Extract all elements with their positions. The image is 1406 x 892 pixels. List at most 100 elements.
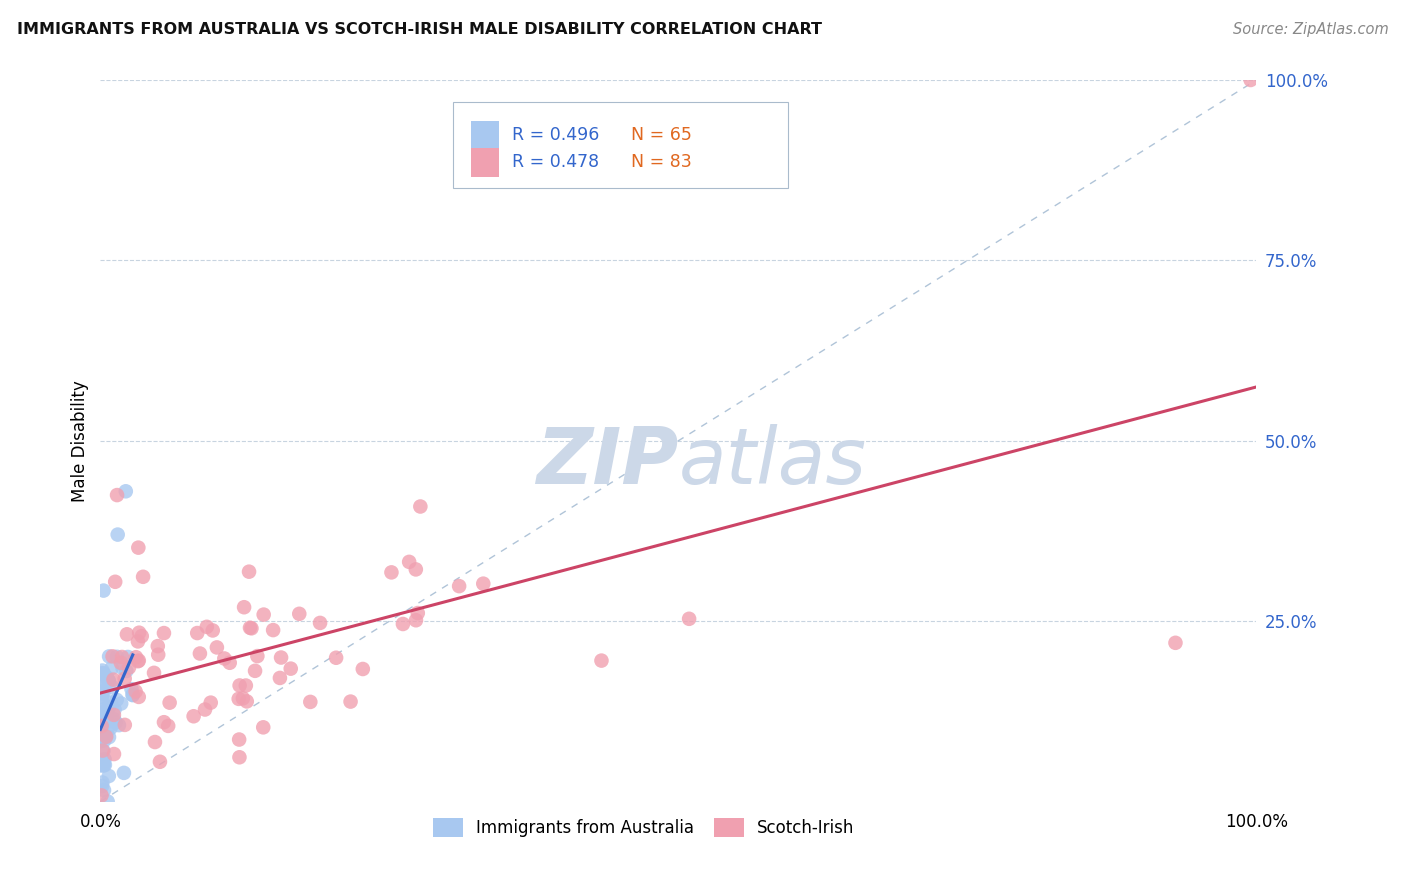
Point (214, 651, 236, 665)
Point (218, 656, 240, 670)
Point (93, 752, 115, 766)
Point (131, 629, 153, 643)
Point (98, 730, 121, 744)
Point (472, 576, 495, 591)
Point (103, 712, 125, 726)
Point (128, 690, 150, 704)
Point (108, 718, 131, 732)
Point (90, 675, 112, 690)
Point (239, 621, 262, 635)
Point (183, 709, 205, 723)
Point (228, 750, 250, 764)
Point (101, 681, 124, 695)
Point (121, 682, 143, 697)
Point (96, 723, 118, 738)
Point (127, 654, 149, 668)
Point (143, 665, 166, 680)
Point (90, 666, 112, 681)
Point (110, 656, 132, 670)
Point (200, 696, 222, 710)
Point (93, 666, 115, 681)
Point (93, 783, 115, 797)
Point (406, 606, 429, 620)
Point (94, 675, 117, 690)
Point (149, 755, 172, 769)
Point (104, 715, 127, 730)
Text: R = 0.478: R = 0.478 (512, 153, 599, 171)
Point (232, 691, 254, 706)
Point (195, 620, 218, 634)
Point (94, 757, 117, 772)
Point (105, 488, 128, 502)
Point (110, 697, 132, 711)
Point (201, 624, 224, 638)
Point (105, 649, 128, 664)
Point (132, 570, 155, 584)
Point (591, 654, 613, 668)
Point (159, 696, 181, 710)
Point (121, 688, 143, 702)
Point (114, 718, 136, 732)
Text: N = 83: N = 83 (631, 153, 692, 171)
Point (93, 744, 115, 758)
Point (91, 743, 114, 757)
Point (103, 673, 125, 687)
Text: atlas: atlas (678, 425, 866, 500)
Point (240, 621, 263, 635)
Point (252, 720, 274, 734)
Point (125, 650, 148, 665)
Point (90, 789, 112, 803)
Point (103, 703, 125, 717)
FancyBboxPatch shape (471, 121, 499, 150)
Point (124, 684, 146, 698)
Point (97, 700, 120, 714)
Point (121, 688, 143, 702)
Point (111, 650, 134, 665)
Point (114, 672, 136, 686)
Point (127, 541, 149, 555)
Point (96, 706, 118, 720)
Point (93, 686, 115, 700)
Point (100, 722, 122, 736)
Point (93, 583, 115, 598)
Point (352, 662, 374, 676)
Point (405, 562, 427, 576)
Point (253, 607, 276, 622)
Point (91, 755, 114, 769)
Point (392, 617, 415, 632)
Point (262, 623, 284, 637)
Point (94, 730, 117, 744)
Point (678, 612, 700, 626)
Point (90, 721, 112, 735)
Point (90, 719, 112, 733)
Point (100, 696, 122, 710)
Point (97, 673, 120, 688)
Point (188, 647, 211, 661)
Point (194, 702, 217, 716)
Point (299, 695, 322, 709)
Point (128, 625, 150, 640)
FancyBboxPatch shape (471, 148, 499, 177)
Point (238, 565, 260, 579)
Point (236, 694, 259, 708)
Point (112, 765, 135, 780)
Point (269, 671, 291, 685)
Point (91, 728, 114, 742)
Point (98, 649, 121, 664)
Point (146, 639, 169, 653)
Point (128, 654, 150, 668)
Point (105, 693, 128, 707)
Point (228, 691, 250, 706)
Point (115, 664, 138, 678)
Point (309, 615, 332, 630)
Point (115, 627, 138, 641)
Point (143, 735, 166, 749)
Point (228, 678, 250, 692)
Point (235, 679, 257, 693)
Point (117, 650, 139, 665)
Point (380, 566, 402, 580)
Point (96, 671, 118, 685)
Point (153, 715, 176, 730)
Point (288, 607, 311, 621)
Point (94, 701, 117, 715)
